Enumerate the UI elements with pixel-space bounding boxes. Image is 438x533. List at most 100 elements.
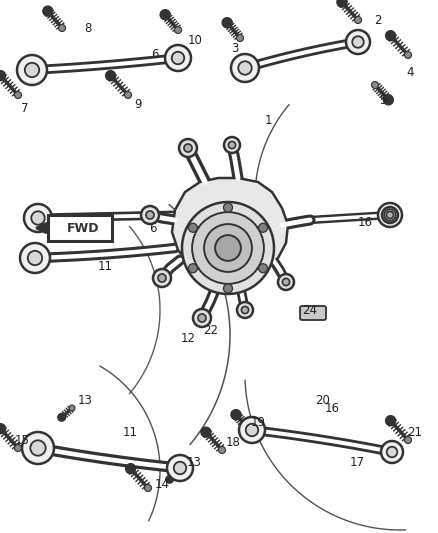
Circle shape (0, 71, 6, 80)
Text: 10: 10 (187, 34, 202, 46)
Circle shape (219, 447, 226, 454)
Circle shape (237, 302, 253, 318)
Circle shape (172, 52, 184, 64)
Circle shape (371, 82, 378, 88)
Text: 1: 1 (264, 114, 272, 126)
Circle shape (352, 36, 364, 48)
Circle shape (346, 30, 370, 54)
Text: 6: 6 (149, 222, 157, 235)
Circle shape (258, 264, 268, 273)
Circle shape (258, 223, 268, 232)
Text: 7: 7 (21, 101, 29, 115)
Circle shape (405, 437, 411, 443)
Circle shape (244, 424, 251, 432)
Text: 11: 11 (123, 425, 138, 439)
Circle shape (192, 212, 264, 284)
Circle shape (222, 18, 232, 28)
Circle shape (24, 204, 52, 232)
Circle shape (337, 0, 347, 7)
Text: 19: 19 (251, 416, 265, 429)
Circle shape (378, 203, 402, 227)
Circle shape (383, 95, 393, 105)
Circle shape (188, 264, 198, 273)
Circle shape (239, 417, 265, 443)
Circle shape (387, 447, 397, 457)
Circle shape (158, 274, 166, 282)
Text: 17: 17 (350, 456, 364, 469)
Circle shape (215, 235, 241, 261)
Circle shape (231, 410, 241, 419)
Circle shape (174, 462, 186, 474)
Circle shape (165, 45, 191, 71)
Circle shape (278, 274, 294, 290)
Circle shape (385, 31, 396, 41)
Circle shape (384, 209, 396, 221)
Circle shape (231, 54, 259, 82)
Circle shape (177, 467, 183, 473)
Text: 6: 6 (151, 49, 159, 61)
Text: 21: 21 (407, 425, 423, 439)
Text: 16: 16 (357, 215, 372, 229)
FancyBboxPatch shape (300, 306, 326, 320)
Circle shape (69, 405, 75, 411)
Circle shape (198, 314, 206, 322)
Circle shape (283, 278, 290, 286)
Text: 14: 14 (155, 479, 170, 491)
Circle shape (167, 455, 193, 481)
Circle shape (0, 424, 6, 434)
Circle shape (386, 212, 394, 219)
Circle shape (126, 464, 136, 474)
Text: 3: 3 (231, 42, 239, 54)
Text: 5: 5 (379, 93, 387, 107)
Circle shape (57, 413, 66, 422)
Text: 12: 12 (180, 332, 195, 344)
Text: 22: 22 (204, 324, 219, 336)
Circle shape (241, 306, 249, 313)
Circle shape (184, 144, 192, 152)
Circle shape (145, 484, 152, 491)
Circle shape (165, 475, 174, 484)
FancyBboxPatch shape (48, 215, 112, 241)
Circle shape (382, 207, 398, 223)
Text: FWD: FWD (67, 222, 99, 235)
Circle shape (246, 424, 258, 436)
Circle shape (14, 92, 21, 99)
Circle shape (30, 440, 46, 456)
Circle shape (385, 416, 396, 426)
Circle shape (237, 35, 244, 42)
Circle shape (193, 309, 211, 327)
Circle shape (179, 139, 197, 157)
Circle shape (14, 445, 21, 451)
Text: 15: 15 (14, 433, 29, 447)
Circle shape (228, 141, 236, 149)
Text: 20: 20 (315, 393, 330, 407)
Text: 16: 16 (325, 401, 339, 415)
Circle shape (17, 55, 47, 85)
Circle shape (59, 25, 66, 31)
Circle shape (124, 92, 131, 99)
Text: 13: 13 (187, 456, 201, 469)
Circle shape (22, 432, 54, 464)
Text: 8: 8 (84, 21, 92, 35)
Circle shape (43, 6, 53, 16)
Circle shape (381, 441, 403, 463)
Text: 18: 18 (226, 435, 240, 448)
Circle shape (25, 63, 39, 77)
Text: 4: 4 (406, 66, 414, 78)
Circle shape (182, 202, 274, 294)
Circle shape (223, 203, 233, 212)
Circle shape (31, 211, 45, 225)
Text: 13: 13 (78, 393, 92, 407)
Text: 2: 2 (374, 13, 382, 27)
Circle shape (174, 27, 181, 34)
Circle shape (188, 223, 198, 232)
Circle shape (204, 224, 252, 272)
Text: 24: 24 (303, 303, 318, 317)
Circle shape (405, 52, 411, 59)
Circle shape (238, 61, 252, 75)
Circle shape (153, 269, 171, 287)
Circle shape (201, 427, 211, 437)
Circle shape (223, 284, 233, 293)
Circle shape (224, 137, 240, 153)
Circle shape (20, 243, 50, 273)
